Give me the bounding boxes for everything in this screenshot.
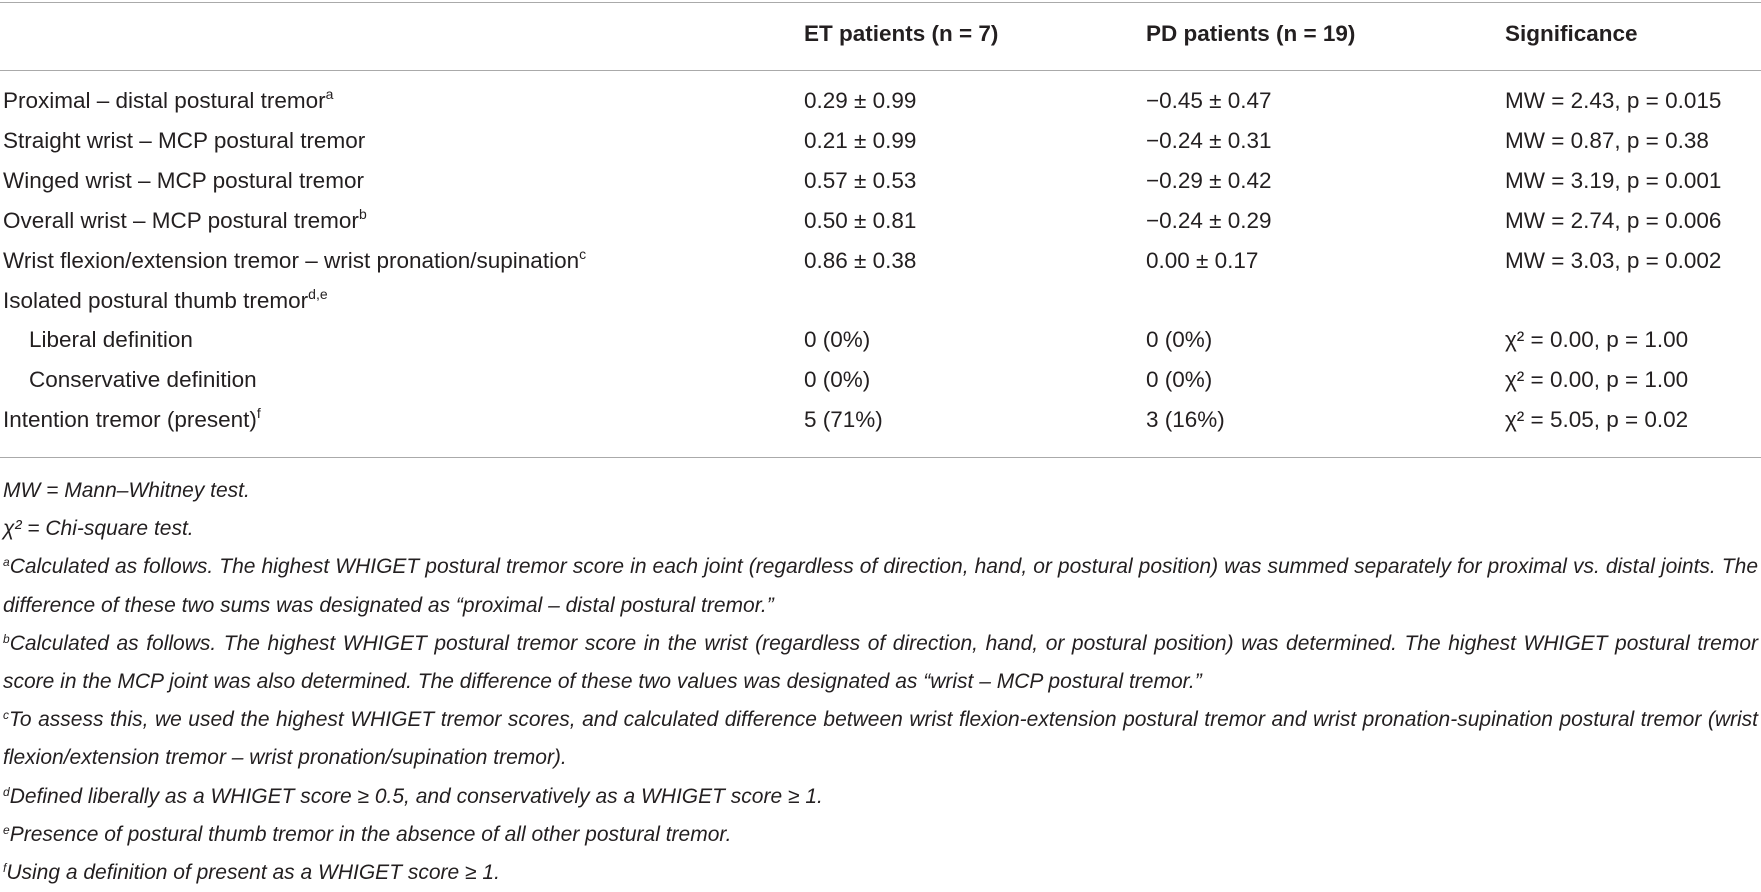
footnote-ref: b <box>358 205 367 222</box>
cell-value: MW = 0.87, p = 0.38 <box>1505 127 1709 153</box>
footnote: bCalculated as follows. The highest WHIG… <box>3 625 1758 701</box>
row-label-text: Wrist flexion/extension tremor – wrist p… <box>3 247 580 273</box>
row-label: Conservative definition <box>29 367 257 393</box>
row-label: Isolated postural thumb tremord,e <box>3 285 328 314</box>
cell-value: 5 (71%) <box>804 407 883 433</box>
row-label: Proximal – distal postural tremora <box>3 86 334 114</box>
row-label: Intention tremor (present)f <box>3 405 261 433</box>
cell-value: 0.50 ± 0.81 <box>804 207 917 233</box>
header-rule <box>0 70 1761 71</box>
footnote-marker: a <box>3 555 10 570</box>
row-label-text: Proximal – distal postural tremor <box>3 88 326 113</box>
footnote-marker: e <box>3 822 10 837</box>
footnote-ref: a <box>325 86 334 102</box>
cell-value: 0 (0%) <box>1146 367 1213 393</box>
row-label: Winged wrist – MCP postural tremor <box>3 168 364 194</box>
footnote-text: MW = Mann–Whitney test. <box>3 479 250 502</box>
cell-value: 0 (0%) <box>804 367 871 393</box>
cell-value: MW = 2.74, p = 0.006 <box>1505 207 1722 233</box>
footnote-ref: f <box>256 405 261 422</box>
footnote: aCalculated as follows. The highest WHIG… <box>3 548 1758 624</box>
footnote-marker: f <box>3 861 7 876</box>
footnote-text: Using a definition of present as a WHIGE… <box>6 861 500 885</box>
footnote-text: χ² = Chi-square test. <box>3 517 194 541</box>
column-header: ET patients (n = 7) <box>804 21 999 46</box>
footnote: fUsing a definition of present as a WHIG… <box>3 854 1758 892</box>
footnote-marker: b <box>3 631 10 646</box>
row-label-text: Winged wrist – MCP postural tremor <box>3 167 364 193</box>
cell-value: χ² = 5.05, p = 0.02 <box>1505 407 1689 433</box>
cell-value: 0.21 ± 0.99 <box>804 127 917 153</box>
row-label-text: Overall wrist – MCP postural tremor <box>3 207 359 233</box>
footnote: MW = Mann–Whitney test. <box>3 472 1758 510</box>
cell-value: 0.86 ± 0.38 <box>804 247 917 273</box>
cell-value: −0.45 ± 0.47 <box>1146 88 1272 113</box>
top-rule <box>0 2 1761 3</box>
row-label-text: Intention tremor (present) <box>3 407 257 433</box>
row-label: Wrist flexion/extension tremor – wrist p… <box>3 245 587 274</box>
cell-value: MW = 3.19, p = 0.001 <box>1505 167 1722 193</box>
row-label-text: Straight wrist – MCP postural tremor <box>3 127 366 153</box>
cell-value: −0.29 ± 0.42 <box>1146 167 1272 193</box>
row-label: Liberal definition <box>29 327 193 353</box>
footnote: ePresence of postural thumb tremor in th… <box>3 816 1758 854</box>
bottom-rule <box>0 457 1761 458</box>
row-label-text: Conservative definition <box>29 367 257 393</box>
row-label-text: Isolated postural thumb tremor <box>3 287 309 313</box>
cell-value: MW = 3.03, p = 0.002 <box>1505 247 1722 273</box>
cell-value: χ² = 0.00, p = 1.00 <box>1505 327 1689 353</box>
footnote-text: To assess this, we used the highest WHIG… <box>3 708 1758 770</box>
cell-value: −0.24 ± 0.29 <box>1146 207 1272 233</box>
cell-value: MW = 2.43, p = 0.015 <box>1505 88 1722 113</box>
footnote: cTo assess this, we used the highest WHI… <box>3 701 1758 777</box>
cell-value: χ² = 0.00, p = 1.00 <box>1505 367 1689 393</box>
row-label-text: Liberal definition <box>29 327 193 353</box>
footnote-text: Presence of postural thumb tremor in the… <box>9 822 732 846</box>
cell-value: 0.00 ± 0.17 <box>1146 247 1259 273</box>
cell-value: 3 (16%) <box>1146 407 1225 433</box>
footnotes: MW = Mann–Whitney test. χ² = Chi-square t… <box>3 472 1758 892</box>
cell-value: 0.29 ± 0.99 <box>804 88 917 113</box>
footnote-ref: d,e <box>308 285 328 302</box>
footnote-text: Calculated as follows. The highest WHIGE… <box>3 555 1758 617</box>
footnote-marker: d <box>3 784 10 799</box>
footnote-ref: c <box>579 245 587 262</box>
cell-value: 0 (0%) <box>804 327 871 353</box>
footnote: dDefined liberally as a WHIGET score ≥ 0… <box>3 778 1758 816</box>
footnote: χ² = Chi-square test. <box>3 510 1758 548</box>
row-label: Overall wrist – MCP postural tremorb <box>3 205 367 234</box>
footnote-text: Defined liberally as a WHIGET score ≥ 0.… <box>9 784 823 808</box>
row-label: Straight wrist – MCP postural tremor <box>3 128 365 154</box>
footnote-text: Calculated as follows. The highest WHIGE… <box>3 631 1758 694</box>
cell-value: −0.24 ± 0.31 <box>1146 127 1272 153</box>
cell-value: 0.57 ± 0.53 <box>804 167 917 193</box>
footnote-marker: c <box>3 708 9 723</box>
column-header: Significance <box>1505 21 1638 46</box>
cell-value: 0 (0%) <box>1146 327 1213 353</box>
column-header: PD patients (n = 19) <box>1146 21 1356 46</box>
